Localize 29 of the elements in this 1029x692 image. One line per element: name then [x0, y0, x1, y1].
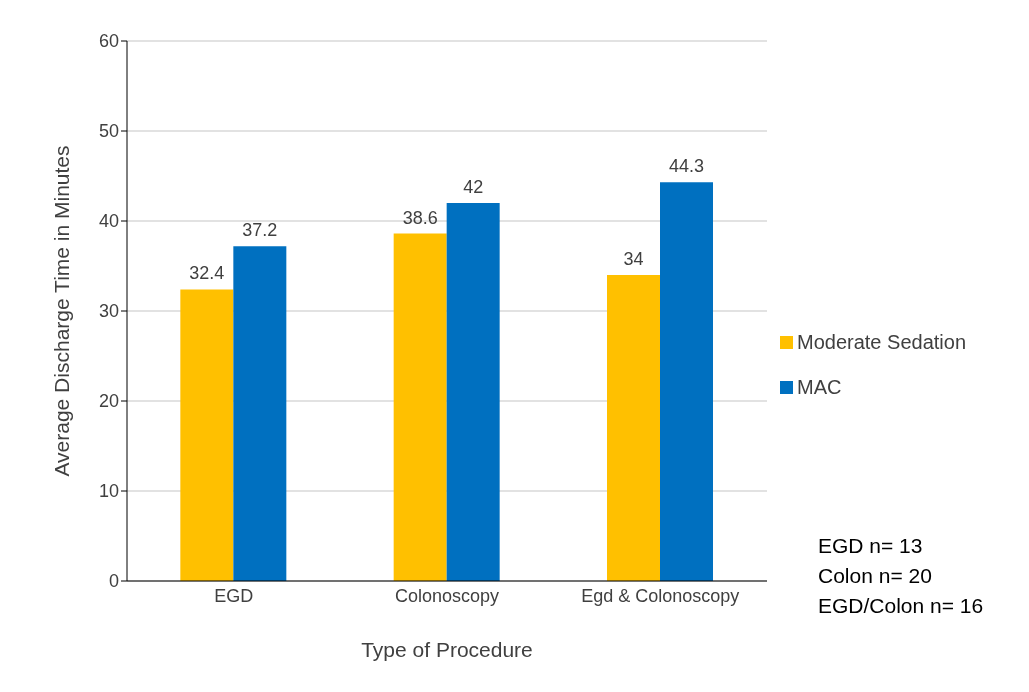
text: EGD n= 13: [818, 533, 924, 559]
text: Colon n= 20: [818, 563, 933, 589]
y-tick-label: 40: [98, 211, 119, 232]
text: EGD/Colon n= 16: [818, 593, 984, 619]
bar: [607, 275, 660, 581]
data-label: 42: [463, 177, 484, 197]
x-tick-label: Colonoscopy: [394, 585, 500, 606]
x-axis-title: Type of Procedure: [360, 638, 534, 662]
y-tick-label: 30: [98, 301, 119, 322]
bar: [446, 203, 500, 581]
bar: [180, 289, 234, 581]
x-tick-label: Egd & Colonoscopy: [581, 585, 740, 606]
data-label: 34: [623, 249, 644, 269]
legend-label: Moderate Sedation: [797, 331, 967, 354]
y-tick-label: 20: [98, 391, 119, 412]
x-tick-label: EGD: [214, 585, 254, 606]
data-label: 37.2: [242, 220, 278, 241]
data-label: 38.6: [402, 207, 438, 228]
y-tick-label: 50: [98, 121, 119, 142]
y-tick-label: 0: [108, 571, 119, 592]
y-axis-title: Average Discharge Time in Minutes: [50, 145, 74, 477]
data-label: 44.3: [668, 156, 705, 177]
y-tick-label: 60: [98, 31, 119, 52]
data-label: 32.4: [189, 263, 225, 284]
y-tick-label: 10: [98, 481, 119, 502]
bar: [393, 233, 447, 581]
legend-label: MAC: [797, 376, 842, 399]
bar: [660, 182, 713, 581]
bar: [233, 246, 287, 581]
